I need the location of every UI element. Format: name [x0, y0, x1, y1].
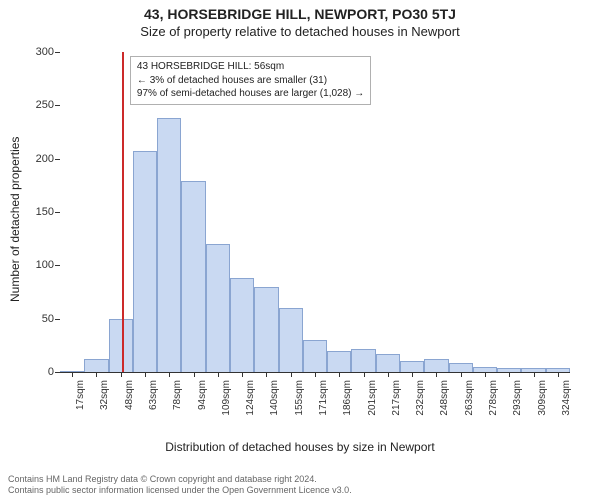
x-tick-label: 63sqm	[148, 380, 159, 410]
x-tick-label: 263sqm	[464, 380, 475, 416]
x-tick-mark	[218, 372, 219, 377]
histogram-bar	[376, 354, 400, 372]
histogram-bar	[181, 181, 205, 372]
x-tick-label: 309sqm	[537, 380, 548, 416]
x-tick-label: 78sqm	[172, 380, 183, 410]
histogram-bar	[279, 308, 303, 372]
x-tick-label: 32sqm	[99, 380, 110, 410]
x-tick-mark	[436, 372, 437, 377]
x-tick-mark	[388, 372, 389, 377]
x-tick-label: 140sqm	[269, 380, 280, 416]
x-tick-mark	[266, 372, 267, 377]
x-tick-label: 186sqm	[342, 380, 353, 416]
info-line-3: 97% of semi-detached houses are larger (…	[137, 87, 364, 101]
x-tick-mark	[412, 372, 413, 377]
x-tick-mark	[96, 372, 97, 377]
x-tick-label: 124sqm	[245, 380, 256, 416]
x-tick-label: 17sqm	[75, 380, 86, 410]
y-tick-label: 50	[14, 313, 54, 325]
histogram-bar	[84, 359, 108, 372]
x-tick-mark	[558, 372, 559, 377]
x-tick-mark	[534, 372, 535, 377]
x-tick-mark	[509, 372, 510, 377]
x-tick-mark	[315, 372, 316, 377]
histogram-bar	[230, 278, 254, 372]
x-tick-mark	[485, 372, 486, 377]
y-tick-label: 100	[14, 259, 54, 271]
x-tick-mark	[72, 372, 73, 377]
x-tick-mark	[121, 372, 122, 377]
info-line-1: 43 HORSEBRIDGE HILL: 56sqm	[137, 60, 364, 74]
histogram-bar	[133, 151, 157, 372]
x-tick-label: 171sqm	[318, 380, 329, 416]
x-tick-label: 293sqm	[512, 380, 523, 416]
x-tick-label: 48sqm	[124, 380, 135, 410]
x-tick-label: 324sqm	[561, 380, 572, 416]
y-tick-label: 200	[14, 153, 54, 165]
histogram-bar	[351, 349, 375, 372]
y-tick-label: 150	[14, 206, 54, 218]
x-tick-label: 248sqm	[439, 380, 450, 416]
x-tick-label: 201sqm	[367, 380, 378, 416]
footer: Contains HM Land Registry data © Crown c…	[8, 474, 352, 497]
x-tick-label: 217sqm	[391, 380, 402, 416]
histogram-bar	[327, 351, 351, 372]
histogram-bar	[206, 244, 230, 372]
x-tick-label: 278sqm	[488, 380, 499, 416]
x-axis-title: Distribution of detached houses by size …	[0, 440, 600, 454]
x-tick-mark	[242, 372, 243, 377]
x-tick-mark	[169, 372, 170, 377]
x-tick-label: 232sqm	[415, 380, 426, 416]
y-tick-label: 250	[14, 99, 54, 111]
info-box: 43 HORSEBRIDGE HILL: 56sqm ← 3% of detac…	[130, 56, 371, 105]
y-tick-label: 300	[14, 46, 54, 58]
reference-line	[122, 52, 124, 372]
footer-line-1: Contains HM Land Registry data © Crown c…	[8, 474, 352, 485]
x-tick-label: 155sqm	[294, 380, 305, 416]
histogram-bar	[109, 319, 133, 372]
info-line-2: ← 3% of detached houses are smaller (31)	[137, 74, 364, 88]
x-tick-mark	[339, 372, 340, 377]
histogram-bar	[400, 361, 424, 372]
page-subtitle: Size of property relative to detached ho…	[0, 22, 600, 39]
histogram-bar	[254, 287, 278, 372]
x-tick-mark	[461, 372, 462, 377]
histogram-bar	[424, 359, 448, 372]
page-title: 43, HORSEBRIDGE HILL, NEWPORT, PO30 5TJ	[0, 0, 600, 22]
x-tick-label: 109sqm	[221, 380, 232, 416]
x-tick-label: 94sqm	[197, 380, 208, 410]
plot-area: 43 HORSEBRIDGE HILL: 56sqm ← 3% of detac…	[60, 52, 570, 372]
y-tick-label: 0	[14, 366, 54, 378]
histogram-bar	[303, 340, 327, 372]
chart-container: Number of detached properties 0501001502…	[0, 44, 600, 424]
histogram-bar	[449, 363, 473, 372]
x-tick-mark	[364, 372, 365, 377]
histogram-bar	[157, 118, 181, 372]
x-tick-mark	[145, 372, 146, 377]
x-tick-mark	[291, 372, 292, 377]
footer-line-2: Contains public sector information licen…	[8, 485, 352, 496]
x-tick-mark	[194, 372, 195, 377]
